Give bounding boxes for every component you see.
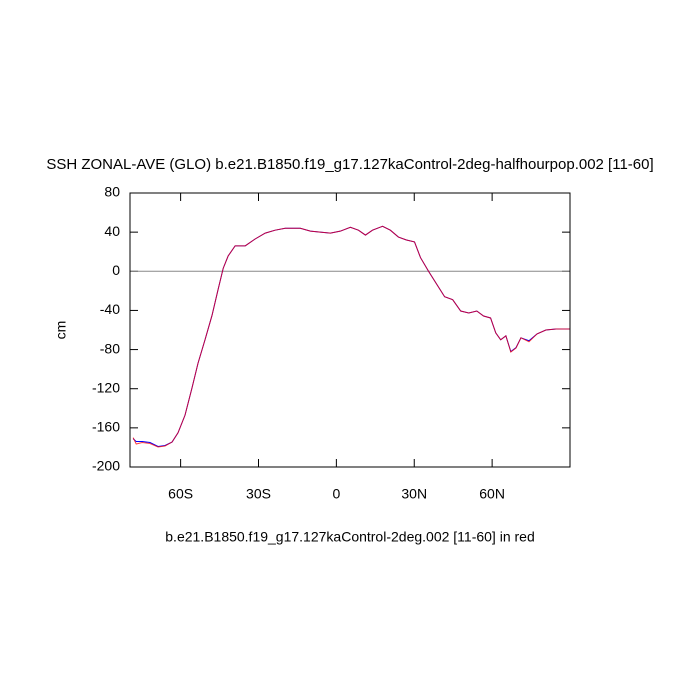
y-axis-label: cm [53,321,69,340]
series-line [132,225,570,448]
x-tick-label: 60N [479,486,505,502]
y-tick-label: 0 [112,262,120,278]
plot-frame [129,192,571,468]
y-tick-label: -160 [92,419,120,435]
x-tick-label: 30S [246,486,271,502]
y-tick-label: -120 [92,379,120,395]
x-tick-label: 30N [401,486,427,502]
x-axis-label: b.e21.B1850.f19_g17.127kaControl-2deg.00… [165,529,534,545]
y-tick-label: -200 [92,458,120,474]
y-tick-label: -80 [100,340,120,356]
y-tick-label: 40 [104,223,120,239]
x-tick-label: 60S [168,486,193,502]
x-tick-label: 0 [332,486,340,502]
y-tick-label: 80 [104,184,120,200]
y-tick-label: -40 [100,301,120,317]
chart-title: SSH ZONAL-AVE (GLO) b.e21.B1850.f19_g17.… [46,156,653,173]
